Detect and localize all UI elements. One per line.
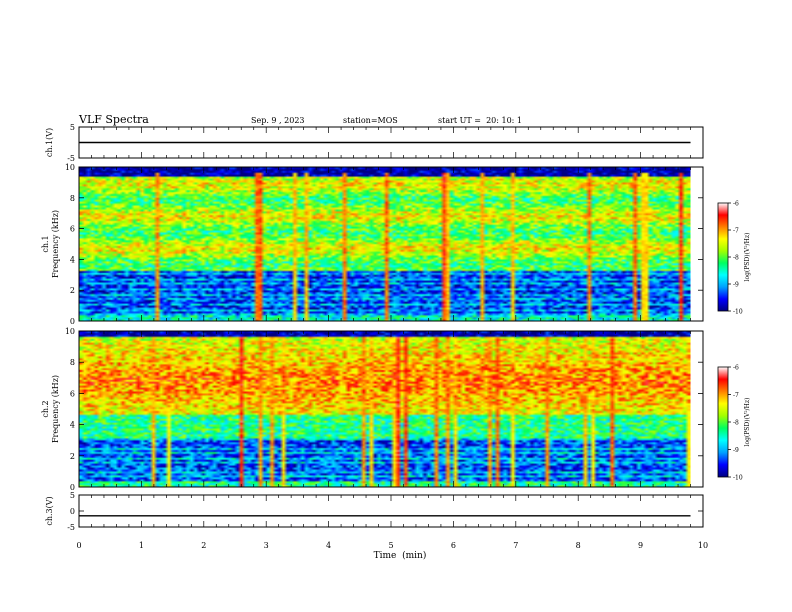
y-tick-label: 2 <box>70 452 75 461</box>
colorbar-tick-label: -8 <box>733 255 739 262</box>
x-tick-label: 4 <box>326 541 331 550</box>
ch1-spectrogram-ylabel: Frequency (kHz) <box>51 210 60 278</box>
ch2-spectrogram-colorbar <box>717 366 729 478</box>
x-tick-label: 8 <box>576 541 581 550</box>
ch1-spectrogram-ylabel: ch.1 <box>41 235 50 252</box>
y-tick-label: 5 <box>70 123 75 132</box>
colorbar-tick-label: -10 <box>733 309 743 316</box>
colorbar-tick-label: -9 <box>733 447 739 454</box>
y-tick-label: 6 <box>70 389 75 398</box>
x-tick-label: 6 <box>451 541 456 550</box>
station-label: station=MOS <box>343 116 398 125</box>
colorbar-tick-label: -6 <box>733 201 739 208</box>
y-tick-label: -5 <box>67 523 75 532</box>
date-label: Sep. 9 , 2023 <box>251 116 305 125</box>
colorbar-tick-label: -10 <box>733 475 743 482</box>
x-tick-label: 10 <box>698 541 708 550</box>
x-tick-label: 5 <box>388 541 393 550</box>
ch1-voltage-ylabel: ch.1(V) <box>45 128 54 157</box>
ch2-spectrogram-heatmap-image <box>79 331 691 487</box>
ch2-spectrogram-ylabel: ch.2 <box>41 400 50 417</box>
y-tick-label: -5 <box>67 154 75 163</box>
y-tick-label: 10 <box>65 327 75 336</box>
x-tick-label: 0 <box>76 541 81 550</box>
figure-title: VLF Spectra <box>78 113 149 126</box>
y-tick-label: 10 <box>65 163 75 172</box>
colorbar-tick-label: -7 <box>733 228 739 235</box>
x-tick-label: 2 <box>201 541 206 550</box>
ch1-spectrogram-heatmap-image <box>79 167 691 321</box>
start-time-label: start UT = 20: 10: 1 <box>438 116 522 125</box>
y-tick-label: 5 <box>70 491 75 500</box>
ch1-spectrogram-colorbar <box>717 202 729 312</box>
x-tick-label: 7 <box>513 541 518 550</box>
x-tick-label: 3 <box>264 541 269 550</box>
y-tick-label: 0 <box>70 483 75 492</box>
colorbar-tick-label: -8 <box>733 420 739 427</box>
colorbar-label: log(PSD)(V²/Hz) <box>744 233 751 282</box>
y-tick-label: 0 <box>70 317 75 326</box>
x-axis-label: Time (min) <box>374 550 427 561</box>
y-tick-label: 4 <box>70 421 75 430</box>
y-tick-label: 8 <box>70 194 75 203</box>
y-tick-label: 2 <box>70 286 75 295</box>
y-tick-label: 6 <box>70 225 75 234</box>
ch3-voltage-ylabel: ch.3(V) <box>45 496 54 525</box>
y-tick-label: 8 <box>70 358 75 367</box>
y-tick-label: 4 <box>70 255 75 264</box>
y-tick-label: 0 <box>70 507 75 516</box>
x-tick-label: 1 <box>139 541 144 550</box>
colorbar-label: log(PSD)(V²/Hz) <box>744 398 751 447</box>
ch2-spectrogram-ylabel: Frequency (kHz) <box>51 375 60 443</box>
colorbar-tick-label: -7 <box>733 392 739 399</box>
colorbar-tick-label: -9 <box>733 282 739 289</box>
colorbar-tick-label: -6 <box>733 365 739 372</box>
x-tick-label: 9 <box>638 541 643 550</box>
